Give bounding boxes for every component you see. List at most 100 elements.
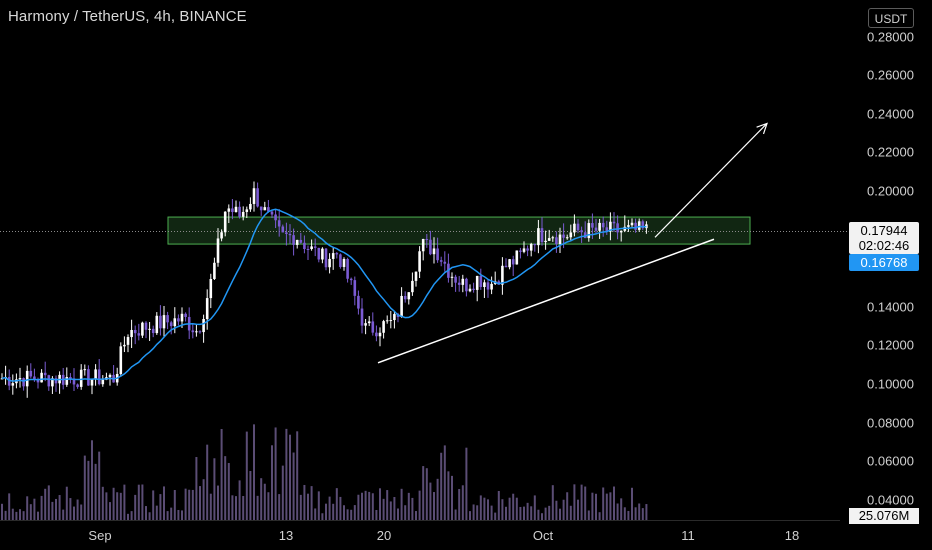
- candle: [177, 318, 180, 322]
- candle: [375, 332, 378, 337]
- candle: [537, 228, 540, 246]
- candle: [155, 315, 159, 334]
- candle: [544, 240, 547, 243]
- candle: [94, 369, 97, 380]
- candle: [591, 223, 594, 228]
- volume-bar: [170, 507, 173, 520]
- volume-bar: [105, 492, 108, 520]
- volume-bar: [260, 478, 263, 520]
- candle: [407, 292, 411, 300]
- volume-bar: [195, 457, 198, 520]
- candle: [18, 378, 22, 380]
- volume-bar: [281, 465, 284, 520]
- volume-bar: [177, 509, 180, 520]
- candle: [324, 248, 328, 268]
- volume-bar: [544, 507, 547, 520]
- volume-bar: [98, 451, 101, 520]
- volume-bar: [631, 487, 633, 520]
- candle: [317, 247, 321, 260]
- candle: [504, 265, 508, 268]
- candle: [234, 206, 238, 213]
- volume-bar: [620, 498, 623, 520]
- volume-bar: [116, 492, 119, 520]
- volume-bar: [533, 495, 536, 520]
- volume-bar: [505, 506, 507, 520]
- volume-bar: [422, 466, 425, 520]
- candle: [558, 234, 562, 245]
- volume-bar: [152, 490, 155, 520]
- volume-bar: [371, 493, 374, 520]
- candle: [540, 228, 544, 243]
- candle: [213, 262, 216, 279]
- price-tick: 0.14000: [867, 299, 914, 315]
- candle: [263, 207, 267, 211]
- volume-bar: [58, 495, 61, 520]
- volume-bar: [4, 510, 7, 520]
- candle: [274, 214, 277, 221]
- candle: [371, 321, 375, 333]
- candle: [69, 377, 72, 379]
- volume-bar: [332, 503, 335, 520]
- price-tick: 0.26000: [867, 67, 914, 83]
- volume-bar: [314, 508, 317, 520]
- volume-bar: [19, 509, 21, 520]
- candle: [468, 288, 472, 292]
- candle: [479, 275, 483, 287]
- volume-bar: [184, 488, 187, 520]
- volume-bar: [541, 513, 543, 520]
- candle: [429, 239, 432, 255]
- candle: [605, 227, 609, 232]
- volume-bar: [134, 494, 137, 520]
- candle: [277, 220, 281, 227]
- volume-bar: [497, 490, 500, 520]
- candle: [51, 378, 54, 387]
- candle: [259, 206, 263, 211]
- volume-bar: [328, 496, 331, 520]
- volume-bar: [213, 458, 216, 520]
- volume-bar: [429, 482, 432, 520]
- volume-bar: [368, 491, 371, 520]
- currency-button[interactable]: USDT: [868, 8, 914, 28]
- candle: [612, 221, 616, 224]
- volume-bar: [271, 445, 273, 520]
- volume-bar: [476, 505, 479, 520]
- volume-bar: [389, 501, 392, 520]
- candle: [40, 372, 43, 383]
- volume-bar: [101, 486, 104, 520]
- projection-arrow[interactable]: [654, 123, 768, 238]
- moving-average-label: 0.16768: [849, 254, 919, 271]
- candle: [238, 206, 241, 217]
- volume-bar: [220, 428, 223, 520]
- volume-bar: [123, 484, 126, 520]
- price-tick: 0.06000: [867, 453, 914, 469]
- candle: [151, 328, 155, 334]
- candle: [551, 237, 555, 239]
- candle: [281, 226, 285, 233]
- candle: [547, 238, 551, 241]
- volume-bar: [321, 513, 324, 520]
- volume-bar: [353, 505, 356, 520]
- candle: [7, 377, 11, 386]
- volume-bar: [451, 475, 453, 520]
- candle: [141, 322, 144, 336]
- support-trendline[interactable]: [377, 238, 715, 364]
- candle: [378, 332, 382, 337]
- candle: [630, 222, 634, 226]
- volume-bar: [555, 500, 558, 520]
- volume-bar: [231, 495, 234, 520]
- volume-bar: [163, 486, 165, 520]
- candle: [382, 321, 385, 333]
- candle: [400, 295, 403, 317]
- resistance-zone[interactable]: [167, 216, 751, 245]
- volume-bar: [339, 496, 342, 520]
- volume-bar: [559, 508, 561, 520]
- volume-bar: [487, 499, 489, 520]
- price-tick: 0.04000: [867, 492, 914, 508]
- candle: [515, 250, 519, 265]
- volume-bar: [523, 506, 525, 520]
- candle: [137, 333, 141, 336]
- price-tick: 0.08000: [867, 415, 914, 431]
- candle: [267, 207, 270, 212]
- volume-bar: [181, 510, 183, 520]
